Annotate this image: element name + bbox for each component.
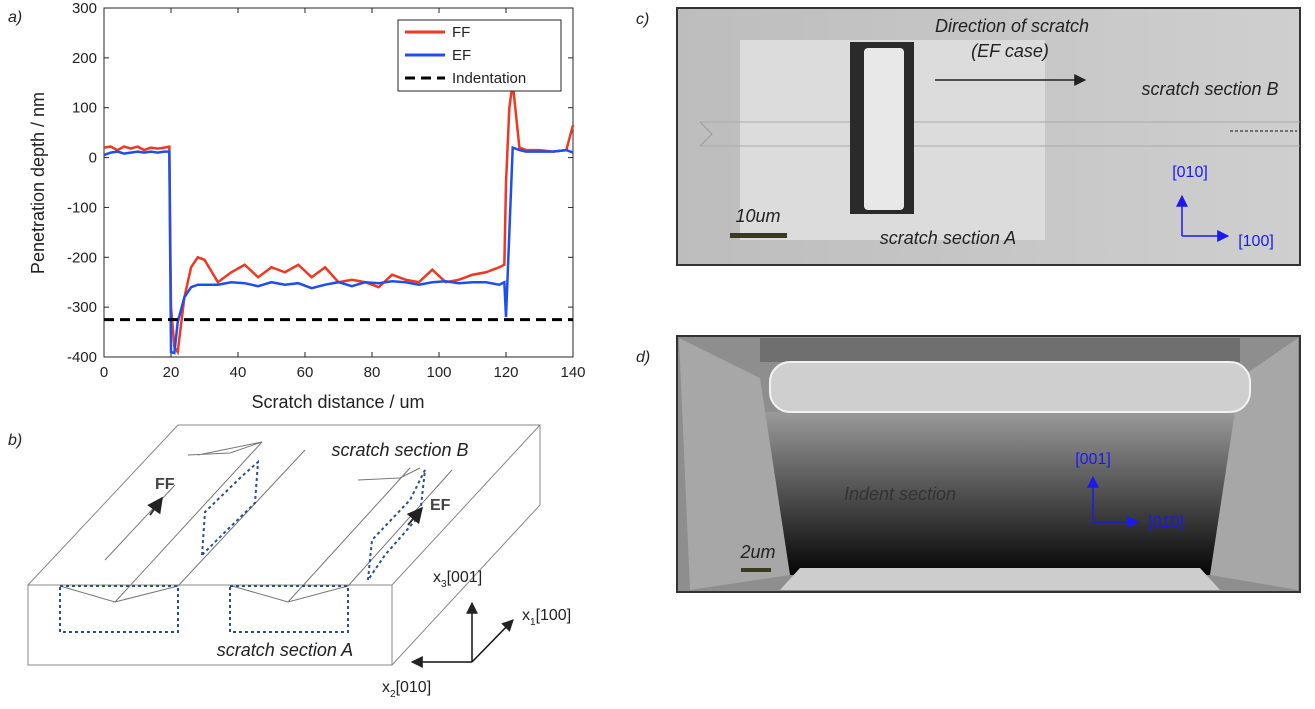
x-tick-label: 120 — [493, 364, 518, 381]
scale-label: 2um — [739, 542, 775, 562]
ef-label: EF — [430, 497, 451, 514]
y-tick-label: -100 — [67, 199, 97, 216]
scale-label: 10um — [735, 206, 780, 226]
axis-name: x3[001] — [433, 569, 482, 590]
y-axis-label: Penetration depth / nm — [28, 92, 48, 274]
annotation: Indent section — [844, 484, 956, 504]
y-tick-label: 300 — [72, 0, 97, 17]
legend-label: FF — [452, 24, 470, 41]
y-tick-label: 200 — [72, 50, 97, 67]
axes-triad — [410, 601, 514, 668]
x-tick-label: 80 — [364, 364, 381, 381]
chart-a: 0 20 40 60 80 100 120 140 -400 -300 -200 -100 0 100 20… — [67, 0, 586, 381]
x-tick-label: 40 — [230, 364, 247, 381]
annotation: scratch section B — [1141, 79, 1278, 99]
crystal-axis: [001] — [1075, 451, 1111, 468]
x-tick-label: 140 — [560, 364, 585, 381]
panel-label: b) — [8, 432, 22, 449]
panel-label: a) — [8, 9, 22, 26]
legend-label: Indentation — [452, 70, 526, 87]
y-tick-label: -200 — [67, 249, 97, 266]
crystal-axis: [010] — [1172, 164, 1208, 181]
slab — [26, 424, 542, 666]
x-axis-label: Scratch distance / um — [251, 392, 424, 412]
micrograph-c — [676, 7, 1301, 266]
y-tick-label: -300 — [67, 299, 97, 316]
section-label: scratch section B — [331, 440, 468, 460]
micrograph-d — [676, 335, 1301, 593]
axis-name: x2[010] — [382, 679, 431, 700]
legend-label: EF — [452, 47, 471, 64]
crystal-axis: [01̄0] — [1148, 514, 1184, 531]
y-tick-label: -400 — [67, 349, 97, 366]
ef-arrow — [406, 506, 424, 526]
annotation: scratch section A — [880, 228, 1016, 248]
ff-arrow — [147, 496, 163, 516]
x-tick-label: 0 — [100, 364, 108, 381]
panel-label: c) — [636, 11, 649, 28]
series-line — [103, 82, 575, 356]
section-outlines — [59, 459, 426, 633]
x-tick-label: 60 — [297, 364, 314, 381]
crystal-axis: [100] — [1238, 233, 1274, 250]
annotation: Direction of scratch — [935, 16, 1089, 36]
x-tick-label: 100 — [426, 364, 451, 381]
y-tick-label: 0 — [89, 150, 97, 167]
annotation: (EF case) — [971, 41, 1049, 61]
series-line — [103, 145, 574, 355]
panel-label: d) — [636, 349, 650, 366]
axis-name: x1[100] — [522, 607, 571, 628]
section-label: scratch section A — [217, 640, 353, 660]
y-tick-label: 100 — [72, 100, 97, 117]
x-tick-label: 20 — [163, 364, 180, 381]
ff-label: FF — [155, 476, 175, 493]
